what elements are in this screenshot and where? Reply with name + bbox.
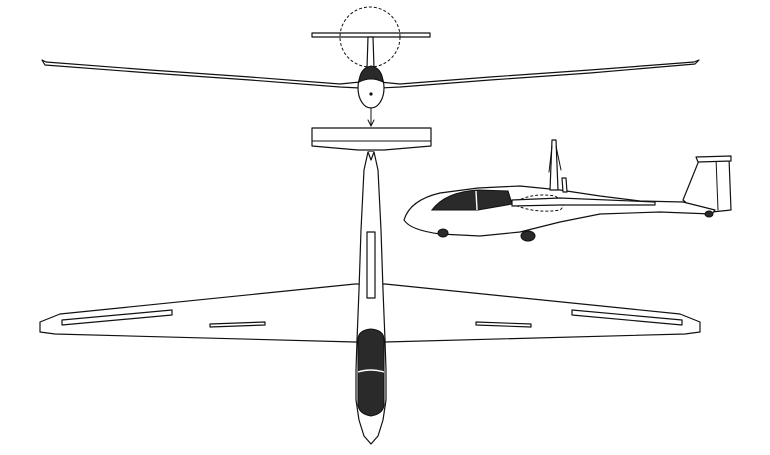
top-left-aileron (61, 309, 173, 326)
side-propeller (548, 145, 562, 173)
top-right-aileron (571, 309, 683, 326)
front-landing-gear (367, 107, 375, 128)
side-engine-bay (561, 177, 568, 193)
side-canopy-frame (475, 190, 478, 211)
front-canopy (358, 65, 384, 83)
side-rudder-line (715, 157, 719, 211)
side-fuselage (403, 185, 716, 237)
side-view (403, 139, 732, 242)
side-wing (511, 197, 656, 207)
top-left-airbrake (209, 321, 266, 328)
side-main-wheel (520, 230, 536, 242)
side-engine-mast (549, 139, 559, 191)
side-nose-wheel (437, 228, 449, 238)
front-view (41, 6, 700, 128)
side-canopy (430, 189, 513, 211)
top-engine-bay (366, 231, 376, 299)
front-fin (366, 36, 375, 69)
side-tailplane (695, 155, 732, 163)
top-right-airbrake (475, 321, 532, 328)
top-fin (367, 151, 375, 161)
front-tailplane (311, 32, 431, 38)
top-tailplane (311, 127, 432, 151)
top-canopy-frame (357, 369, 385, 373)
front-nose-dot (369, 92, 373, 96)
side-tail-wheel (704, 210, 714, 218)
top-canopy (357, 328, 385, 417)
top-view (39, 127, 701, 445)
